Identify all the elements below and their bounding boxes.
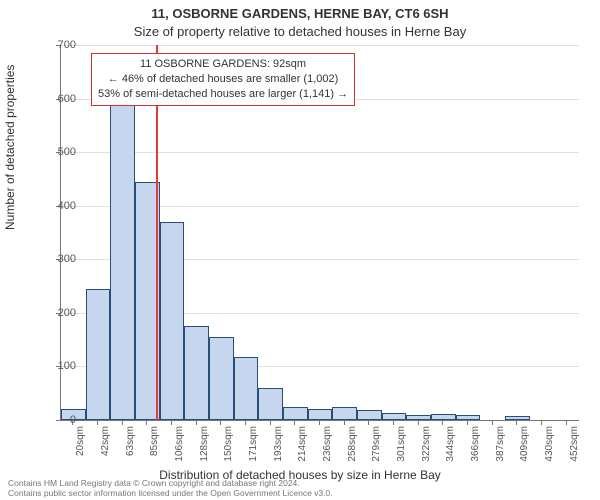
xtick-mark <box>344 420 345 425</box>
xtick-label: 85sqm <box>149 426 160 476</box>
xtick-mark <box>171 420 172 425</box>
xtick-label: 193sqm <box>273 426 284 476</box>
histogram-bar <box>86 289 111 420</box>
ytick-label: 300 <box>36 253 76 265</box>
xtick-label: 63sqm <box>125 426 136 476</box>
xtick-label: 301sqm <box>396 426 407 476</box>
xtick-mark <box>220 420 221 425</box>
histogram-bar <box>332 407 357 420</box>
ytick-label: 200 <box>36 307 76 319</box>
footer-line1: Contains HM Land Registry data © Crown c… <box>8 478 333 488</box>
xtick-label: 214sqm <box>297 426 308 476</box>
gridline <box>61 45 579 46</box>
xtick-mark <box>368 420 369 425</box>
histogram-bar <box>184 326 209 420</box>
xtick-label: 106sqm <box>174 426 185 476</box>
xtick-mark <box>97 420 98 425</box>
xtick-mark <box>270 420 271 425</box>
gridline <box>61 152 579 153</box>
ytick-label: 500 <box>36 146 76 158</box>
xtick-mark <box>146 420 147 425</box>
histogram-bar <box>258 388 283 420</box>
annotation-box: 11 OSBORNE GARDENS: 92sqm← 46% of detach… <box>91 53 355 106</box>
xtick-label: 344sqm <box>445 426 456 476</box>
xtick-mark <box>492 420 493 425</box>
xtick-mark <box>72 420 73 425</box>
xtick-label: 236sqm <box>322 426 333 476</box>
histogram-bar <box>406 415 431 420</box>
xtick-label: 128sqm <box>199 426 210 476</box>
xtick-mark <box>516 420 517 425</box>
xtick-mark <box>245 420 246 425</box>
histogram-bar <box>110 99 135 420</box>
footer-line2: Contains public sector information licen… <box>8 488 333 498</box>
histogram-bar <box>505 416 530 420</box>
xtick-mark <box>294 420 295 425</box>
xtick-mark <box>566 420 567 425</box>
footer-attribution: Contains HM Land Registry data © Crown c… <box>8 478 333 498</box>
chart-title-line1: 11, OSBORNE GARDENS, HERNE BAY, CT6 6SH <box>0 6 600 21</box>
xtick-mark <box>122 420 123 425</box>
xtick-label: 20sqm <box>75 426 86 476</box>
xtick-mark <box>319 420 320 425</box>
xtick-label: 279sqm <box>371 426 382 476</box>
xtick-label: 322sqm <box>421 426 432 476</box>
histogram-bar <box>209 337 234 420</box>
histogram-bar <box>234 357 259 420</box>
ytick-label: 600 <box>36 93 76 105</box>
xtick-mark <box>467 420 468 425</box>
xtick-label: 387sqm <box>495 426 506 476</box>
xtick-label: 42sqm <box>100 426 111 476</box>
chart-title-line2: Size of property relative to detached ho… <box>0 24 600 39</box>
annotation-line1: 11 OSBORNE GARDENS: 92sqm <box>98 57 348 72</box>
ytick-label: 100 <box>36 360 76 372</box>
xtick-label: 409sqm <box>519 426 530 476</box>
xtick-label: 258sqm <box>347 426 358 476</box>
histogram-bar <box>357 410 382 420</box>
xtick-mark <box>393 420 394 425</box>
xtick-mark <box>196 420 197 425</box>
histogram-bar <box>283 407 308 420</box>
histogram-bar <box>160 222 185 420</box>
chart-container: 11, OSBORNE GARDENS, HERNE BAY, CT6 6SH … <box>0 0 600 500</box>
xtick-label: 366sqm <box>470 426 481 476</box>
histogram-bar <box>431 414 456 420</box>
histogram-bar <box>308 409 333 420</box>
xtick-mark <box>541 420 542 425</box>
ytick-label: 0 <box>36 414 76 426</box>
xtick-label: 150sqm <box>223 426 234 476</box>
xtick-label: 171sqm <box>248 426 259 476</box>
xtick-mark <box>418 420 419 425</box>
ytick-label: 700 <box>36 39 76 51</box>
y-axis-label: Number of detached properties <box>3 65 17 230</box>
annotation-line3: 53% of semi-detached houses are larger (… <box>98 87 348 102</box>
ytick-label: 400 <box>36 200 76 212</box>
histogram-bar <box>382 413 407 421</box>
xtick-mark <box>442 420 443 425</box>
annotation-line2: ← 46% of detached houses are smaller (1,… <box>98 72 348 87</box>
xtick-label: 452sqm <box>569 426 580 476</box>
plot-area: 11 OSBORNE GARDENS: 92sqm← 46% of detach… <box>60 45 579 421</box>
xtick-label: 430sqm <box>544 426 555 476</box>
